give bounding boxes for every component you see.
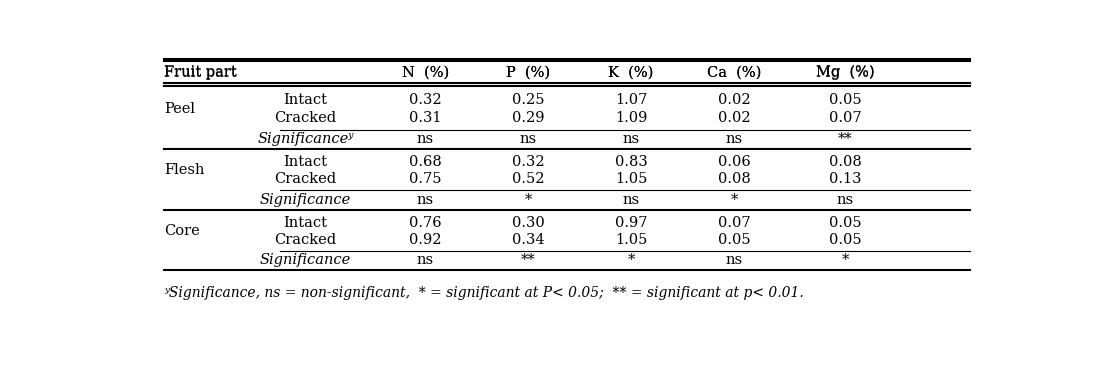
Text: Cracked: Cracked [274,111,336,125]
Text: Significanceʸ: Significanceʸ [257,132,354,146]
Text: 0.32: 0.32 [512,155,544,169]
Text: 0.07: 0.07 [718,216,750,230]
Text: 0.34: 0.34 [512,233,544,247]
Text: 0.30: 0.30 [512,216,544,230]
Text: Peel: Peel [164,102,195,116]
Text: ʸSignificance, ns = non-significant,  * = significant at P< 0.05;  ** = signific: ʸSignificance, ns = non-significant, * =… [164,286,804,300]
Text: Significance: Significance [260,193,351,207]
Text: 0.06: 0.06 [718,155,750,169]
Text: *: * [627,253,635,267]
Text: N  (%): N (%) [401,65,449,80]
Text: Intact: Intact [283,94,327,107]
Text: 0.83: 0.83 [615,155,647,169]
Text: 0.05: 0.05 [830,233,862,247]
Text: 0.76: 0.76 [409,216,441,230]
Text: Core: Core [164,224,200,238]
Text: P  (%): P (%) [507,65,551,80]
Text: Fruit part: Fruit part [164,65,237,79]
Text: ns: ns [417,253,434,267]
Text: 0.97: 0.97 [615,216,647,230]
Text: ns: ns [726,253,742,267]
Text: Ca  (%): Ca (%) [707,65,761,80]
Text: ns: ns [623,132,639,146]
Text: K  (%): K (%) [608,65,654,80]
Text: 0.52: 0.52 [512,172,544,186]
Text: 0.75: 0.75 [409,172,441,186]
Text: 0.31: 0.31 [409,111,441,125]
Text: 0.05: 0.05 [718,233,750,247]
Text: Cracked: Cracked [274,233,336,247]
Text: 1.05: 1.05 [615,172,647,186]
Text: **: ** [838,132,853,146]
Text: ns: ns [417,193,434,207]
Text: 0.05: 0.05 [830,216,862,230]
Text: ns: ns [837,193,854,207]
Text: P  (%): P (%) [507,65,551,79]
Text: ns: ns [417,132,434,146]
Text: ns: ns [726,132,742,146]
Text: Cracked: Cracked [274,172,336,186]
Text: 1.09: 1.09 [615,111,647,125]
Text: **: ** [521,253,535,267]
Text: *: * [524,193,532,207]
Text: Flesh: Flesh [164,163,205,177]
Text: ns: ns [520,132,536,146]
Text: 0.08: 0.08 [830,155,862,169]
Text: *: * [842,253,849,267]
Text: K  (%): K (%) [608,65,654,79]
Text: 0.07: 0.07 [830,111,862,125]
Text: 1.07: 1.07 [615,94,647,107]
Text: 0.05: 0.05 [830,94,862,107]
Text: Intact: Intact [283,216,327,230]
Text: 0.92: 0.92 [409,233,441,247]
Text: *: * [730,193,738,207]
Text: 0.08: 0.08 [718,172,750,186]
Text: 1.05: 1.05 [615,233,647,247]
Text: ns: ns [623,193,639,207]
Text: 0.02: 0.02 [718,94,750,107]
Text: 0.29: 0.29 [512,111,544,125]
Text: Ca  (%): Ca (%) [707,65,761,79]
Text: Intact: Intact [283,155,327,169]
Text: 0.68: 0.68 [409,155,441,169]
Text: N  (%): N (%) [401,65,449,79]
Text: 0.13: 0.13 [830,172,862,186]
Text: Significance: Significance [260,253,351,267]
Text: Mg  (%): Mg (%) [816,65,875,79]
Text: 0.32: 0.32 [409,94,441,107]
Text: Fruit part: Fruit part [164,65,237,80]
Text: 0.02: 0.02 [718,111,750,125]
Text: 0.25: 0.25 [512,94,544,107]
Text: Mg  (%): Mg (%) [816,65,875,80]
